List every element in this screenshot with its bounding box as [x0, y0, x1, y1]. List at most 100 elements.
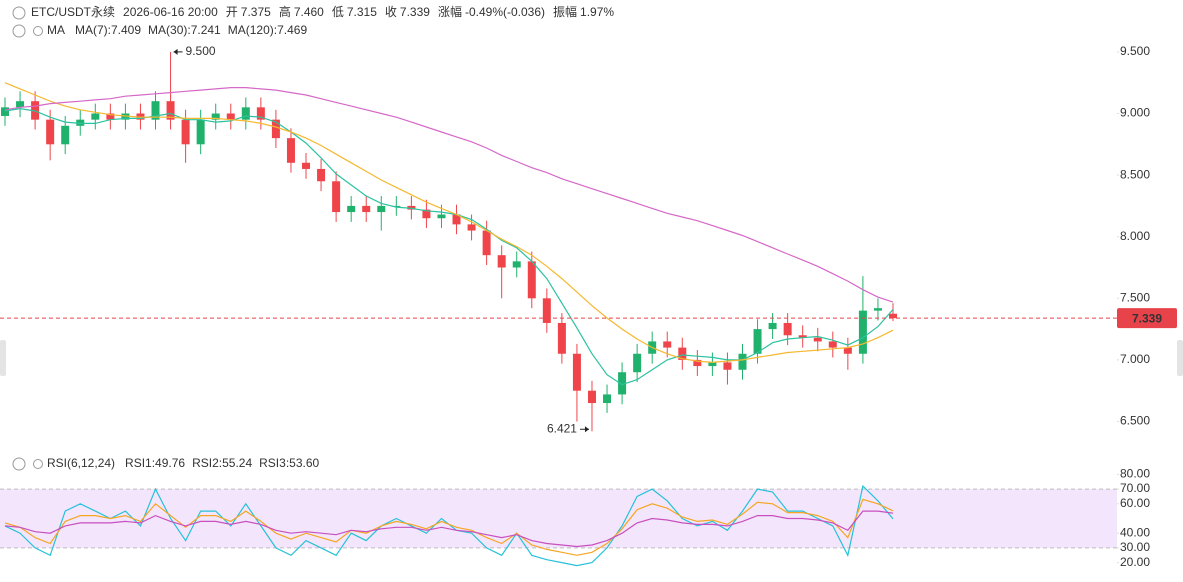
candle-body: [181, 119, 190, 145]
candle-body: [196, 119, 205, 145]
rsi-band: [0, 489, 1117, 548]
y-tick-label: 8.500: [1120, 167, 1150, 181]
y-tick-label: 80.00: [1120, 467, 1150, 481]
candle-body: [618, 372, 627, 395]
candle-body: [693, 359, 702, 367]
candle-body: [678, 347, 687, 360]
candle-body: [377, 205, 386, 213]
symbol: ETC/USDT永续: [31, 5, 115, 19]
y-tick-label: 9.500: [1120, 44, 1150, 58]
candle-body: [76, 119, 85, 126]
y-tick-label: 20.00: [1120, 555, 1150, 569]
y-tick-label: 7.500: [1120, 290, 1150, 304]
candle-body: [482, 230, 491, 256]
candle-body: [828, 341, 837, 348]
candle-body: [317, 168, 326, 182]
candle-body: [497, 255, 506, 268]
field-label: 高: [279, 4, 291, 19]
candle-body: [723, 362, 732, 370]
rsi-line: [4, 510, 894, 548]
field-value: 1.97%: [580, 5, 614, 19]
visibility-icon[interactable]: [33, 459, 43, 469]
candle-body: [542, 298, 551, 323]
candle-body: [332, 181, 341, 213]
candle-body: [858, 310, 867, 354]
candle-body: [136, 113, 145, 120]
y-tick-label: 7.000: [1120, 352, 1150, 366]
last-price-box: [1117, 308, 1177, 329]
rsi-line: [4, 498, 894, 556]
collapse-icon[interactable]: [12, 6, 26, 20]
candle-body: [46, 119, 55, 145]
field-label: 涨幅: [438, 4, 462, 19]
collapse-icon[interactable]: [12, 457, 26, 471]
collapse-icon[interactable]: [12, 24, 26, 38]
candle-body: [61, 125, 70, 145]
field-value: 7.460: [294, 5, 324, 19]
low-arrowhead: [584, 426, 589, 433]
candle-body: [768, 322, 777, 330]
ma-line: [4, 107, 894, 386]
field-label: 收: [385, 5, 397, 19]
candle-body: [753, 329, 762, 354]
candle-body: [256, 107, 265, 120]
candle-body: [889, 313, 897, 319]
candle-body: [407, 205, 416, 210]
y-tick-label: 6.500: [1120, 414, 1150, 428]
candle-body: [512, 261, 521, 268]
legend-entry: MA(30):7.241: [148, 23, 221, 37]
y-tick-label: 60.00: [1120, 496, 1150, 510]
datetime: 2026-06-16 20:00: [123, 5, 218, 19]
legend-entry: MA(120):7.469: [228, 23, 308, 37]
candle-body: [873, 308, 882, 311]
high-arrowhead: [173, 48, 178, 55]
left-collapse-tab[interactable]: [0, 340, 6, 376]
low-annotation: 6.421: [547, 421, 577, 435]
last-price-label: 7.339: [1132, 311, 1162, 325]
candle-body: [437, 214, 446, 219]
candle-body: [241, 107, 250, 120]
high-annotation: 9.500: [186, 44, 216, 58]
candle-body: [633, 353, 642, 373]
ma-line: [4, 82, 894, 364]
ma-line: [4, 87, 894, 303]
candle-body: [798, 335, 807, 338]
candle-body: [271, 119, 280, 139]
candle-body: [16, 101, 25, 108]
candle-body: [166, 101, 175, 120]
y-tick-label: 8.000: [1120, 229, 1150, 243]
y-tick-label: 30.00: [1120, 540, 1150, 554]
field-label: 开: [226, 5, 238, 19]
candle-body: [557, 322, 566, 354]
field-label: 振幅: [553, 4, 577, 19]
field-value: 7.339: [400, 5, 430, 19]
candle-body: [151, 101, 160, 120]
candle-body: [527, 261, 536, 299]
legend-title: MA: [47, 23, 65, 37]
candle-body: [467, 224, 476, 231]
candle-body: [587, 390, 596, 404]
candle-body: [302, 162, 311, 169]
candle-body: [738, 353, 747, 370]
visibility-icon[interactable]: [33, 26, 43, 36]
legend-entry: MA(7):7.409: [75, 23, 141, 37]
legend-entry: RSI2:55.24: [192, 456, 252, 470]
candle-body: [362, 205, 371, 213]
candle-body: [452, 214, 461, 225]
field-label: 低: [332, 5, 344, 19]
candle-body: [392, 205, 401, 207]
y-tick-label: 9.000: [1120, 106, 1150, 120]
field-value: 7.375: [241, 5, 271, 19]
candle-body: [843, 347, 852, 354]
right-collapse-tab[interactable]: [1177, 340, 1183, 376]
candle-body: [1, 107, 9, 116]
y-tick-label: 40.00: [1120, 525, 1150, 539]
candle-body: [813, 337, 822, 342]
candle-body: [422, 209, 431, 219]
legend-entry: RSI1:49.76: [125, 456, 185, 470]
candle-body: [226, 113, 235, 120]
candle-body: [783, 322, 792, 336]
candle-body: [211, 113, 220, 120]
candle-body: [572, 353, 581, 391]
